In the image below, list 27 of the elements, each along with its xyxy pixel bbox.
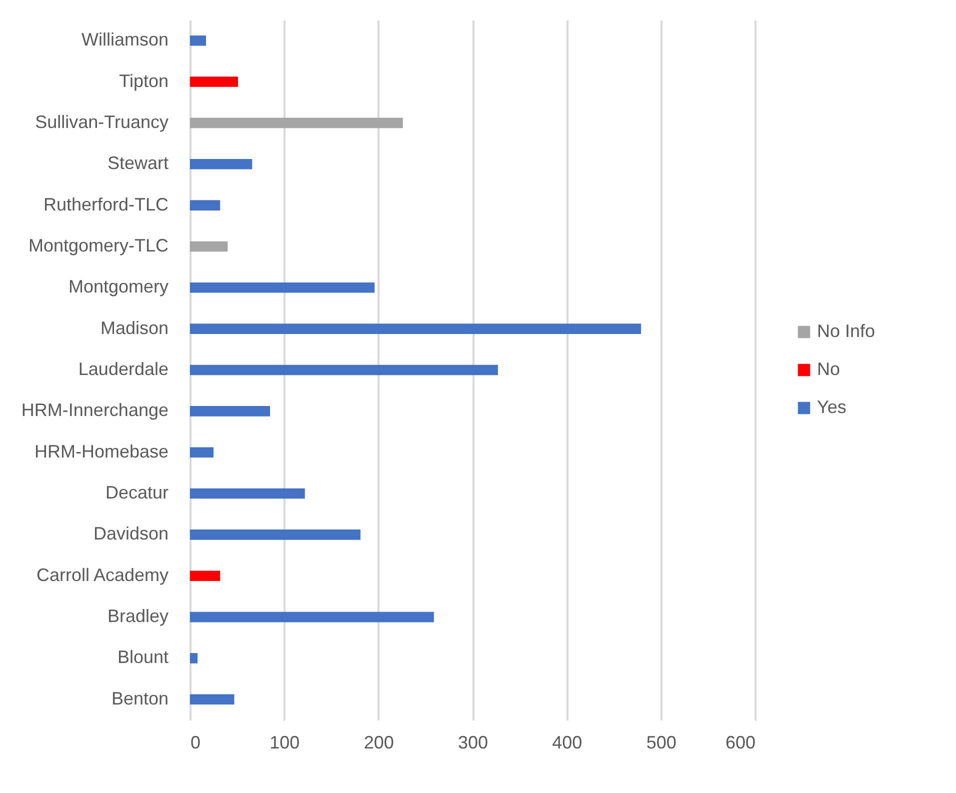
x-tick-label: 100	[270, 732, 300, 752]
legend-label: Yes	[817, 397, 846, 417]
y-tick-label: HRM-Innerchange	[21, 400, 168, 420]
x-tick-label: 500	[646, 732, 676, 752]
y-tick-label: Carroll Academy	[36, 564, 168, 585]
x-tick-label: 200	[364, 732, 394, 752]
y-tick-label: Bradley	[107, 606, 168, 626]
x-tick-label: 400	[552, 732, 582, 752]
y-tick-label: Lauderdale	[78, 359, 168, 379]
x-tick-label: 0	[190, 732, 201, 752]
y-tick-label: Decatur	[105, 482, 168, 503]
legend-label: No	[817, 359, 840, 379]
y-tick-label: Stewart	[107, 153, 168, 174]
y-tick-label: Benton	[111, 688, 168, 708]
y-tick-label: Blount	[117, 647, 168, 668]
y-tick-label: Madison	[100, 318, 168, 338]
y-tick-label: Tipton	[119, 70, 168, 91]
x-tick-label: 300	[458, 732, 488, 752]
x-tick-label: 600	[725, 732, 756, 752]
y-tick-label: Williamson	[81, 30, 168, 50]
y-tick-label: HRM-Homebase	[34, 441, 168, 462]
y-tick-label: Montgomery-TLC	[28, 235, 168, 256]
legend-label: No Info	[817, 321, 876, 341]
y-tick-label: Rutherford-TLC	[43, 194, 168, 214]
y-tick-label: Sullivan-Truancy	[35, 112, 168, 132]
y-tick-label: Montgomery	[68, 276, 168, 297]
y-tick-label: Davidson	[93, 524, 168, 544]
